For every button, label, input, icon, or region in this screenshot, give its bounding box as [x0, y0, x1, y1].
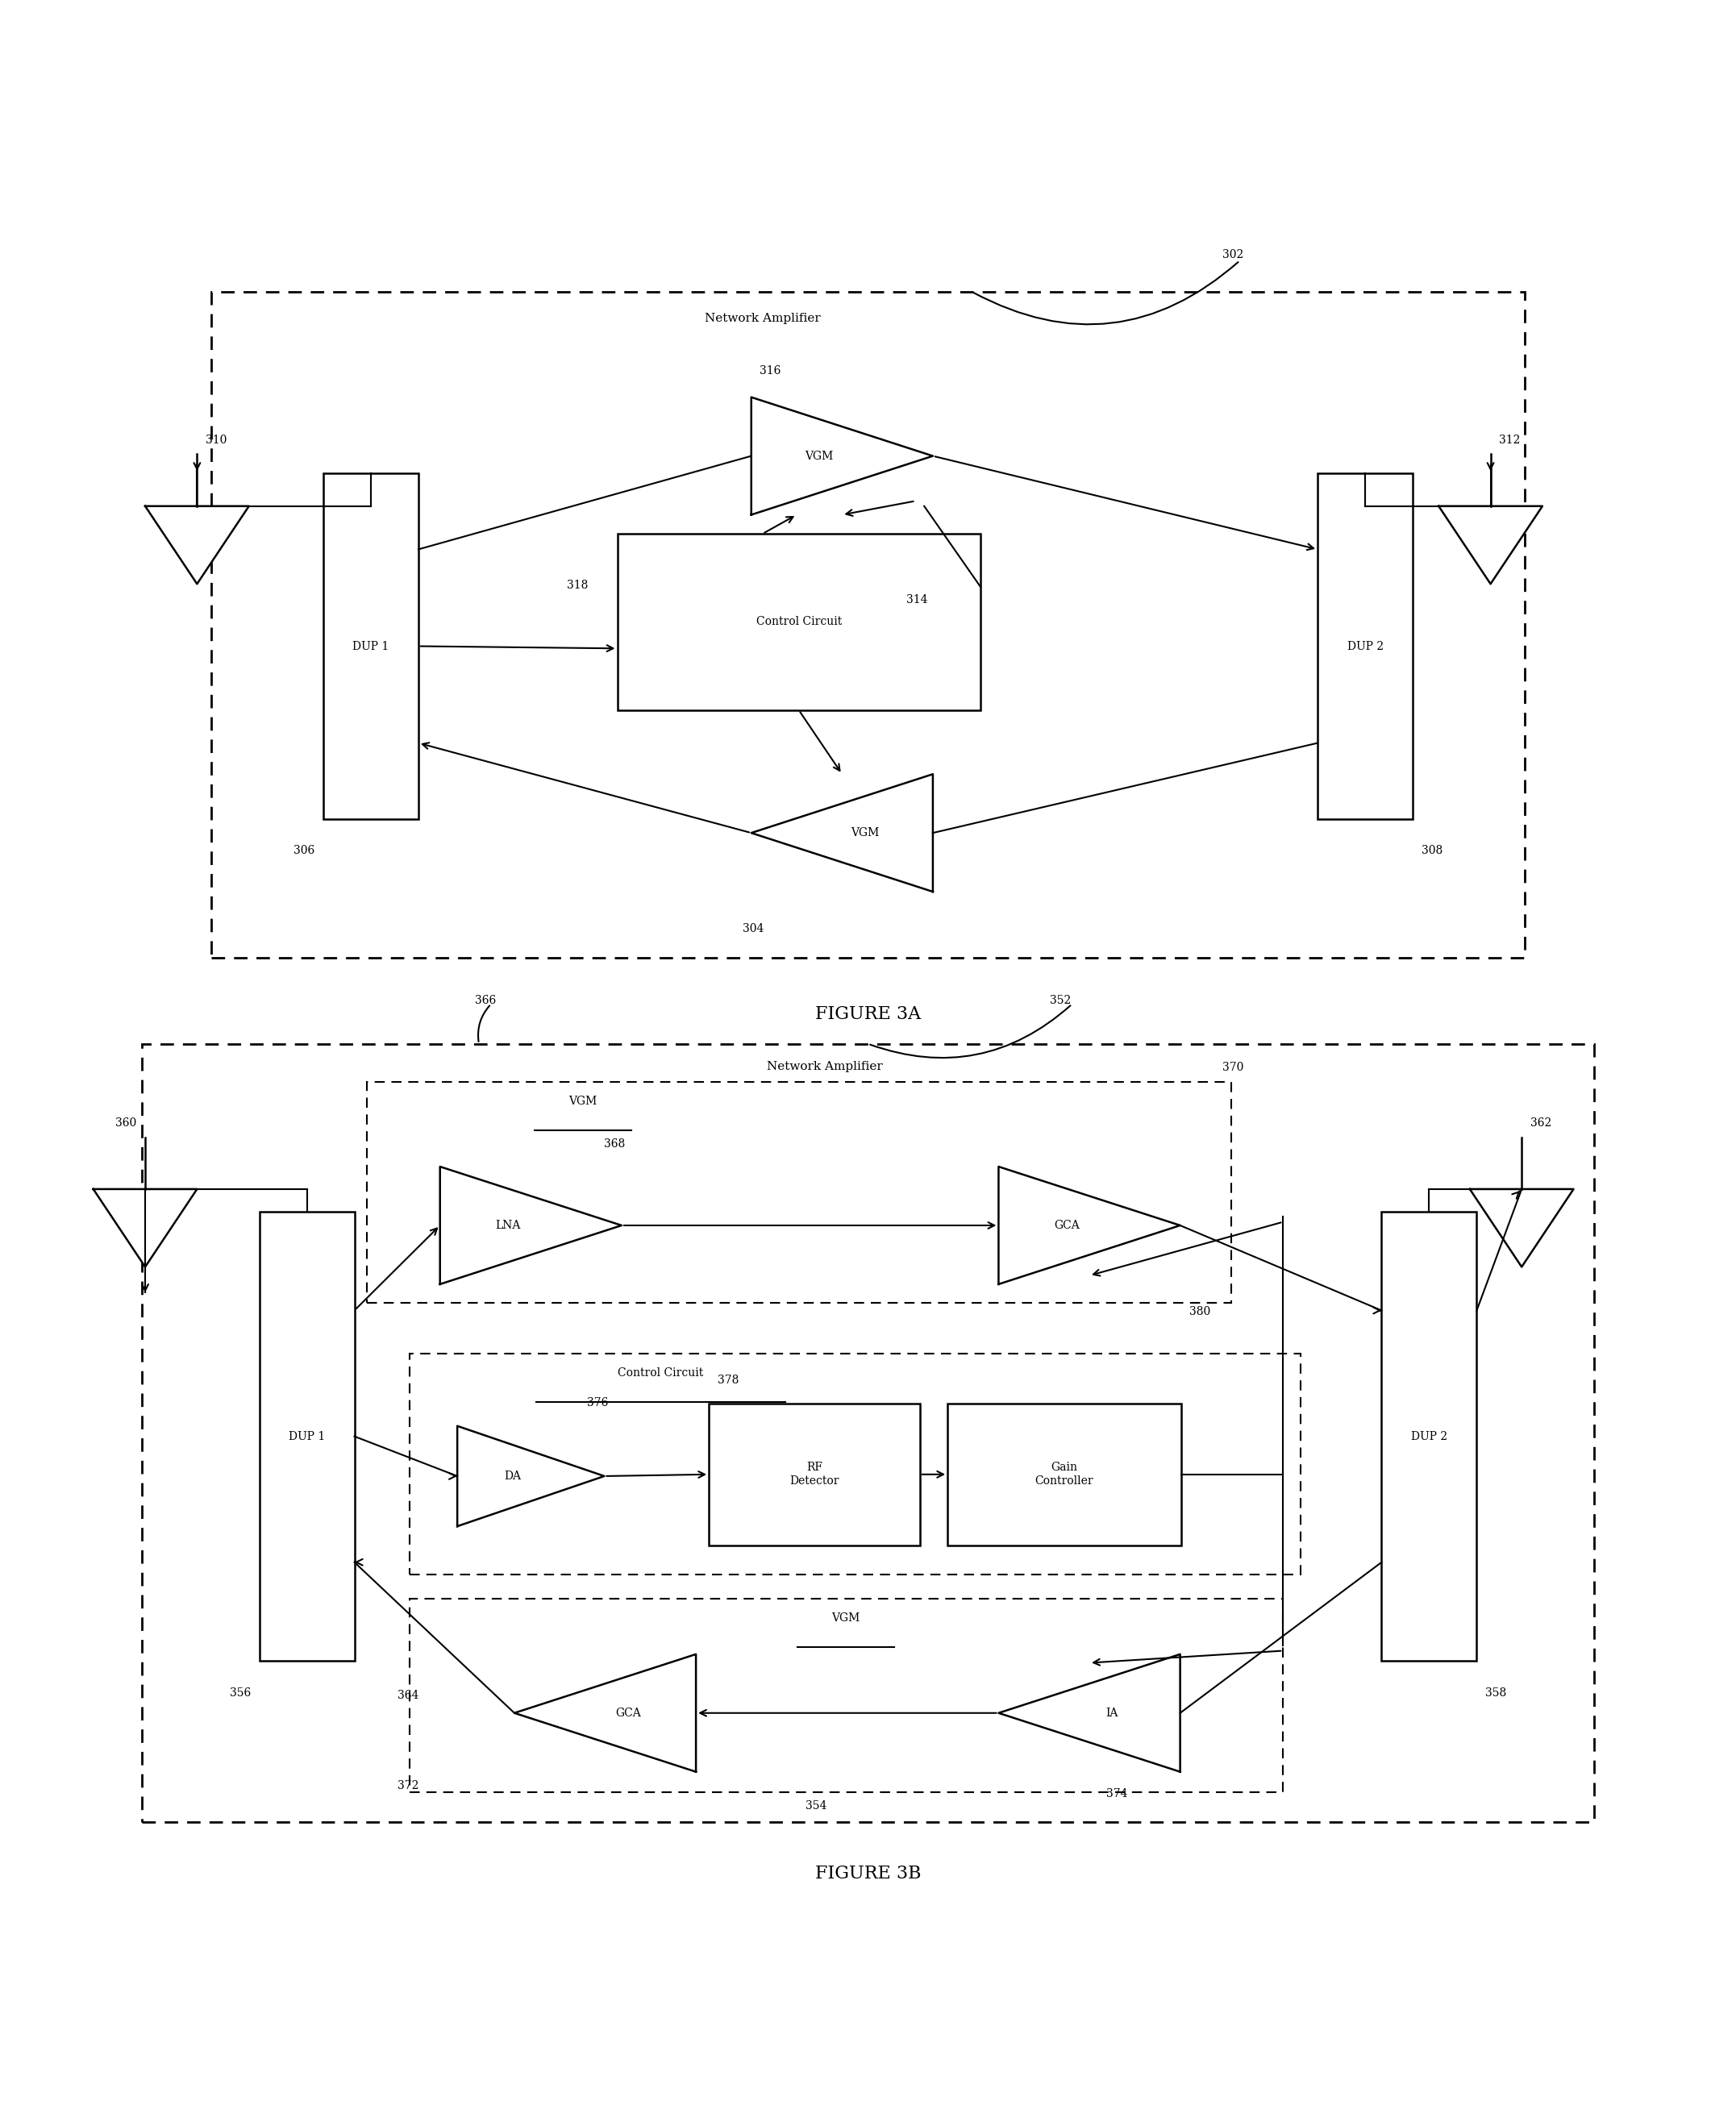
Text: 356: 356: [229, 1686, 250, 1699]
Bar: [259, 1212, 354, 1661]
Text: FIGURE 3B: FIGURE 3B: [814, 1865, 922, 1882]
Text: 316: 316: [760, 364, 781, 377]
Bar: [142, 1044, 1594, 1823]
Text: 376: 376: [587, 1398, 608, 1408]
Text: Control Circuit: Control Circuit: [755, 617, 842, 627]
Text: 306: 306: [293, 844, 314, 857]
Polygon shape: [752, 398, 932, 516]
Bar: [366, 1082, 1231, 1303]
Text: 314: 314: [906, 594, 927, 604]
Text: 308: 308: [1422, 844, 1443, 857]
Polygon shape: [94, 1189, 198, 1267]
Text: GCA: GCA: [615, 1707, 641, 1718]
Text: 304: 304: [743, 922, 764, 935]
Text: 312: 312: [1500, 434, 1521, 446]
Text: IA: IA: [1106, 1707, 1118, 1718]
Polygon shape: [439, 1166, 621, 1284]
Text: 364: 364: [398, 1690, 418, 1701]
Bar: [1382, 1212, 1477, 1661]
Polygon shape: [1470, 1189, 1573, 1267]
Text: VGM: VGM: [851, 827, 878, 838]
Text: GCA: GCA: [1054, 1219, 1080, 1231]
Text: DUP 2: DUP 2: [1411, 1431, 1448, 1442]
Polygon shape: [752, 775, 932, 893]
Polygon shape: [998, 1166, 1180, 1284]
Text: Gain
Controller: Gain Controller: [1035, 1461, 1094, 1486]
Text: DUP 2: DUP 2: [1347, 640, 1384, 653]
Text: 302: 302: [1222, 248, 1243, 261]
Text: DA: DA: [503, 1471, 521, 1482]
Text: 380: 380: [1189, 1307, 1210, 1318]
Text: 370: 370: [1222, 1061, 1243, 1074]
Text: 360: 360: [115, 1118, 137, 1128]
Text: VGM: VGM: [832, 1612, 859, 1623]
Polygon shape: [1439, 505, 1542, 583]
Text: 358: 358: [1486, 1686, 1507, 1699]
Text: 366: 366: [476, 994, 496, 1006]
Bar: [948, 1404, 1180, 1545]
Bar: [323, 474, 418, 819]
Text: VGM: VGM: [806, 450, 833, 461]
Polygon shape: [998, 1655, 1180, 1772]
Text: 318: 318: [566, 581, 589, 592]
Text: Network Amplifier: Network Amplifier: [767, 1061, 882, 1071]
Bar: [210, 293, 1526, 958]
Bar: [1318, 474, 1413, 819]
Bar: [708, 1404, 920, 1545]
Polygon shape: [514, 1655, 696, 1772]
Text: FIGURE 3A: FIGURE 3A: [816, 1006, 920, 1023]
Text: RF
Detector: RF Detector: [790, 1461, 838, 1486]
Text: 310: 310: [205, 434, 227, 446]
Text: 352: 352: [1050, 994, 1071, 1006]
Text: 374: 374: [1106, 1787, 1128, 1800]
Text: 362: 362: [1531, 1118, 1552, 1128]
Polygon shape: [457, 1425, 604, 1526]
Text: Network Amplifier: Network Amplifier: [705, 312, 821, 324]
Text: DUP 1: DUP 1: [352, 640, 389, 653]
Polygon shape: [146, 505, 248, 583]
Text: DUP 1: DUP 1: [288, 1431, 325, 1442]
Bar: [410, 1600, 1283, 1793]
Text: Control Circuit: Control Circuit: [618, 1366, 703, 1379]
Bar: [618, 535, 981, 709]
Text: VGM: VGM: [568, 1097, 597, 1107]
Text: 378: 378: [717, 1375, 740, 1387]
Text: 372: 372: [398, 1781, 418, 1791]
Text: 354: 354: [806, 1800, 826, 1812]
Text: 368: 368: [604, 1139, 625, 1149]
Bar: [410, 1354, 1300, 1575]
Text: LNA: LNA: [495, 1219, 521, 1231]
